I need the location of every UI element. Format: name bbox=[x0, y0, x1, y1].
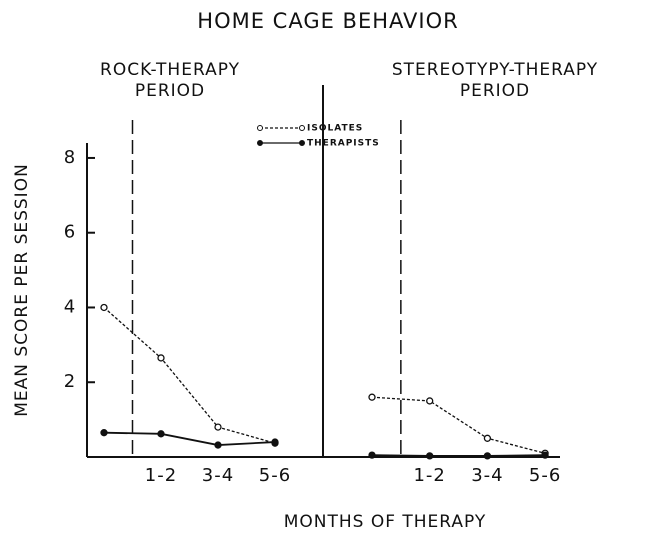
legend-label: ISOLATES bbox=[307, 124, 363, 134]
line bbox=[103, 306, 276, 444]
point bbox=[271, 438, 279, 446]
x-tick-label: 5-6 bbox=[259, 465, 291, 486]
point bbox=[368, 451, 376, 459]
panel-title: ROCK-THERAPY bbox=[100, 60, 240, 80]
point bbox=[541, 451, 549, 459]
point bbox=[426, 452, 434, 460]
point bbox=[157, 354, 165, 362]
panel-title: PERIOD bbox=[460, 81, 530, 101]
x-axis-label: MONTHS OF THERAPY bbox=[284, 512, 487, 532]
x-tick-label: 3-4 bbox=[202, 465, 234, 486]
y-tick-label: 2 bbox=[64, 371, 76, 392]
point bbox=[214, 441, 222, 449]
point bbox=[100, 429, 108, 437]
panel-title: STEREOTYPY-THERAPY bbox=[392, 60, 598, 80]
y-axis-label: MEAN SCORE PER SESSION bbox=[12, 163, 32, 417]
line bbox=[371, 396, 546, 454]
line bbox=[103, 431, 276, 446]
point bbox=[157, 430, 165, 438]
x-tick-label: 1-2 bbox=[145, 465, 177, 486]
point bbox=[368, 393, 376, 401]
legend-label: THERAPISTS bbox=[307, 139, 380, 149]
x-tick-label: 1-2 bbox=[413, 465, 445, 486]
x-tick-label: 5-6 bbox=[529, 465, 561, 486]
point bbox=[483, 452, 492, 460]
point bbox=[426, 397, 434, 405]
y-tick-label: 8 bbox=[64, 147, 76, 168]
y-tick-label: 4 bbox=[64, 296, 76, 317]
point bbox=[483, 434, 492, 442]
chart-title: HOME CAGE BEHAVIOR bbox=[197, 9, 458, 33]
legend-marker bbox=[257, 125, 263, 131]
point bbox=[100, 303, 108, 312]
y-tick-label: 6 bbox=[64, 222, 76, 243]
point bbox=[214, 423, 222, 431]
panel-title: PERIOD bbox=[135, 81, 205, 101]
legend-marker bbox=[299, 125, 305, 131]
x-tick-label: 3-4 bbox=[471, 465, 503, 486]
line bbox=[371, 454, 546, 457]
legend-marker bbox=[257, 140, 263, 146]
legend-marker bbox=[299, 140, 305, 146]
